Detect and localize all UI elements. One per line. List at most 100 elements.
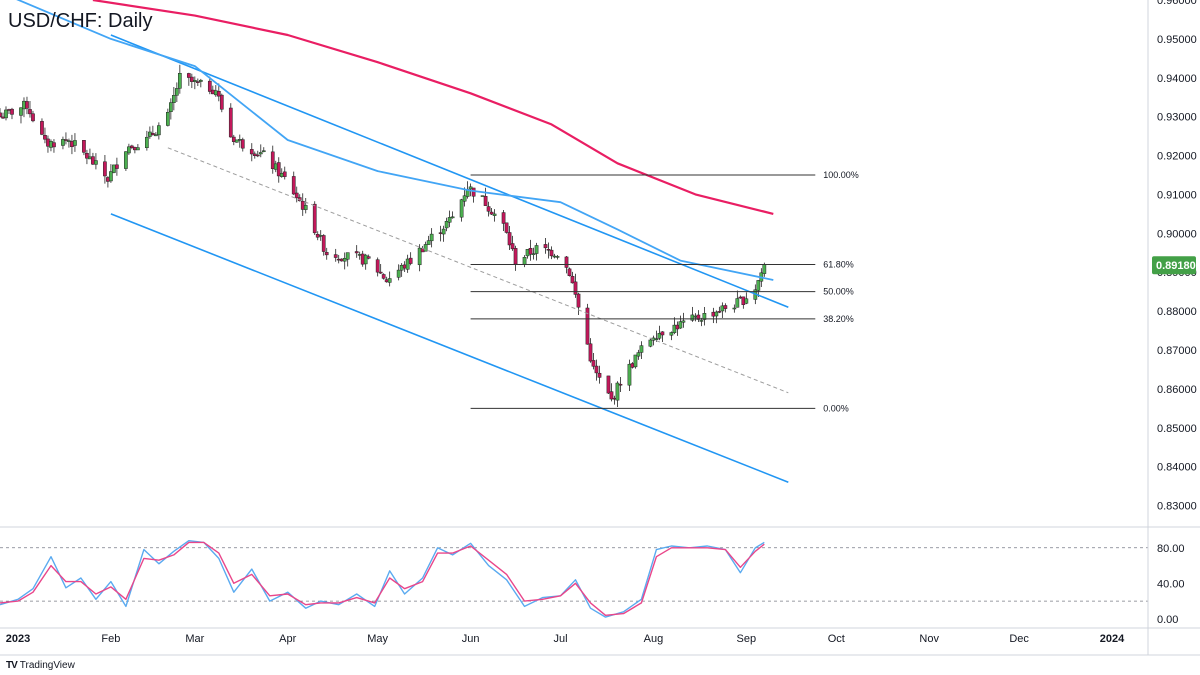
candle-body [300,200,305,210]
candle [576,292,581,315]
candle [354,245,359,258]
chart-title: USD/CHF: Daily [8,10,153,32]
candle-body [1,116,5,119]
candle-body [450,216,455,219]
candle-body [127,146,131,154]
candle-body [166,111,170,126]
candle-body [462,195,467,202]
candle [10,107,14,120]
candle [279,168,284,178]
candle-body [633,354,638,368]
candle-body [19,107,23,116]
candle-body [279,173,284,177]
candle [40,118,44,136]
candle-body [675,324,680,330]
candle-body [588,343,593,362]
candle [82,140,86,156]
candle-body [210,89,215,95]
candle [115,157,119,176]
candle [675,321,680,336]
candle [723,303,728,313]
price-tick-label: 0.87000 [1157,345,1197,357]
candle-body [115,164,119,169]
candle-body [276,162,281,177]
candle [145,130,149,151]
candle [570,271,575,284]
candle-body [207,80,212,92]
candle [543,238,548,254]
candle [585,303,590,345]
candle-body [22,100,26,110]
candle-body [381,274,386,279]
candle-body [25,101,29,109]
price-tick-label: 0.88000 [1157,306,1197,318]
candle [375,257,380,277]
candle-body [597,372,602,378]
candle [525,249,530,259]
time-tick-label: Jul [553,633,567,645]
candle [234,139,239,143]
fib-level-label: 100.00% [823,170,859,180]
candle [387,271,392,287]
candle-body [339,258,344,262]
candle-body [738,296,743,299]
candle-body [546,249,551,251]
candle-body [342,257,347,262]
candle-body [366,256,371,259]
candle-body [612,397,617,400]
candle [408,252,413,266]
candle [261,147,266,153]
candle-body [528,248,533,255]
candle [513,245,518,271]
last-price-badge [1152,256,1196,275]
candle [597,365,602,384]
candle [402,261,407,273]
candle [130,144,134,150]
candle [531,247,536,260]
candle-body [213,90,218,96]
candle [627,359,632,391]
candle [552,253,557,259]
axes: 0.96000 0.95000 0.94000 0.93000 0.92000 0.910… [0,0,1200,656]
time-tick-label: Dec [1009,633,1029,645]
candle-body [690,314,695,321]
candle-body [387,278,392,283]
candle-body [555,256,560,258]
candle [43,127,47,144]
candle [534,242,539,261]
candle-body [186,73,191,78]
candle-body [85,152,89,159]
candle [426,235,431,245]
tradingview-icon: TV [6,660,18,671]
candle [324,247,329,260]
candle [702,306,707,326]
candle [154,132,158,137]
candle-body [483,196,488,206]
candle [219,93,224,113]
candle [300,193,305,216]
candle-body [363,254,368,265]
candle [4,106,8,121]
candle [489,208,494,215]
candle [249,143,254,162]
candle-body [219,94,224,110]
candle [690,306,695,322]
candle-body [573,281,578,295]
candle-body [711,311,716,317]
candle [528,239,533,261]
candle [732,304,737,313]
candle [228,103,233,138]
candle [714,310,719,324]
candle [546,242,551,259]
candle-body [501,212,506,224]
candle [213,85,218,97]
candle [744,292,749,305]
price-tick-label: 0.93000 [1157,112,1197,124]
candle [549,246,554,260]
candle [124,151,128,171]
candle [594,359,599,381]
candle [195,78,200,87]
candle [606,375,611,394]
candle-body [429,233,434,242]
candle [555,254,560,260]
